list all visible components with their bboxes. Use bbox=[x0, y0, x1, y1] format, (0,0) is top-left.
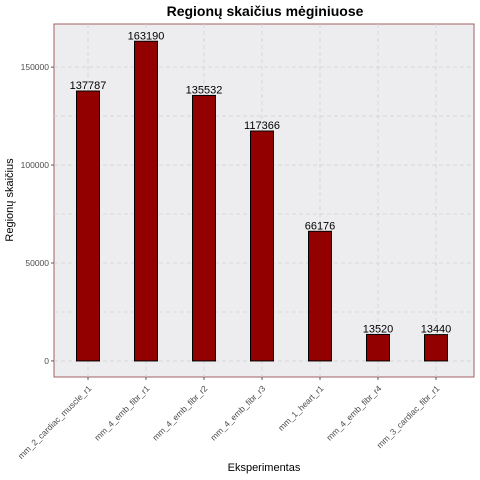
x-axis-title: Eksperimentas bbox=[228, 462, 301, 474]
y-tick-label: 150000 bbox=[21, 62, 50, 72]
bars bbox=[76, 40, 448, 362]
bar bbox=[308, 230, 332, 362]
y-axis: 0 50000 100000 150000 bbox=[21, 62, 54, 366]
data-label: 117366 bbox=[244, 120, 280, 132]
x-tick-label: mm_4_emb_fibr_r3 bbox=[208, 383, 267, 442]
bar bbox=[134, 40, 158, 362]
x-tick-label: mm_4_emb_fibr_r4 bbox=[324, 383, 383, 442]
x-tick-label: mm_4_emb_fibr_r2 bbox=[150, 383, 209, 442]
data-label: 13440 bbox=[421, 324, 452, 336]
x-tick-label: mm_4_emb_fibr_r1 bbox=[92, 383, 151, 442]
bar bbox=[76, 90, 100, 362]
bar bbox=[250, 130, 274, 362]
data-label: 137787 bbox=[70, 80, 107, 92]
data-label: 66176 bbox=[305, 220, 336, 232]
bar bbox=[192, 94, 216, 362]
y-axis-title: Regionų skaičius bbox=[4, 158, 16, 242]
x-axis: mm_2_cardiac_muscle_r1mm_4_emb_fibr_r1mm… bbox=[16, 377, 442, 461]
y-tick-label: 100000 bbox=[21, 160, 50, 170]
data-label: 163190 bbox=[128, 30, 165, 42]
bar bbox=[424, 334, 448, 362]
data-label: 135532 bbox=[186, 84, 223, 96]
x-tick-label: mm_3_cardiac_fibr_r1 bbox=[375, 383, 442, 450]
bar bbox=[366, 333, 390, 362]
y-tick-label: 0 bbox=[44, 356, 49, 366]
y-tick-label: 50000 bbox=[25, 258, 49, 268]
chart-title: Regionų skaičius mėginiuose bbox=[167, 3, 364, 19]
data-labels: 137787 163190 135532 117366 66176 13520 13440 bbox=[70, 30, 452, 335]
x-tick-label: mm_2_cardiac_muscle_r1 bbox=[16, 383, 94, 461]
data-label: 13520 bbox=[363, 323, 394, 335]
x-tick-label: mm_1_heart_r1 bbox=[276, 383, 326, 433]
